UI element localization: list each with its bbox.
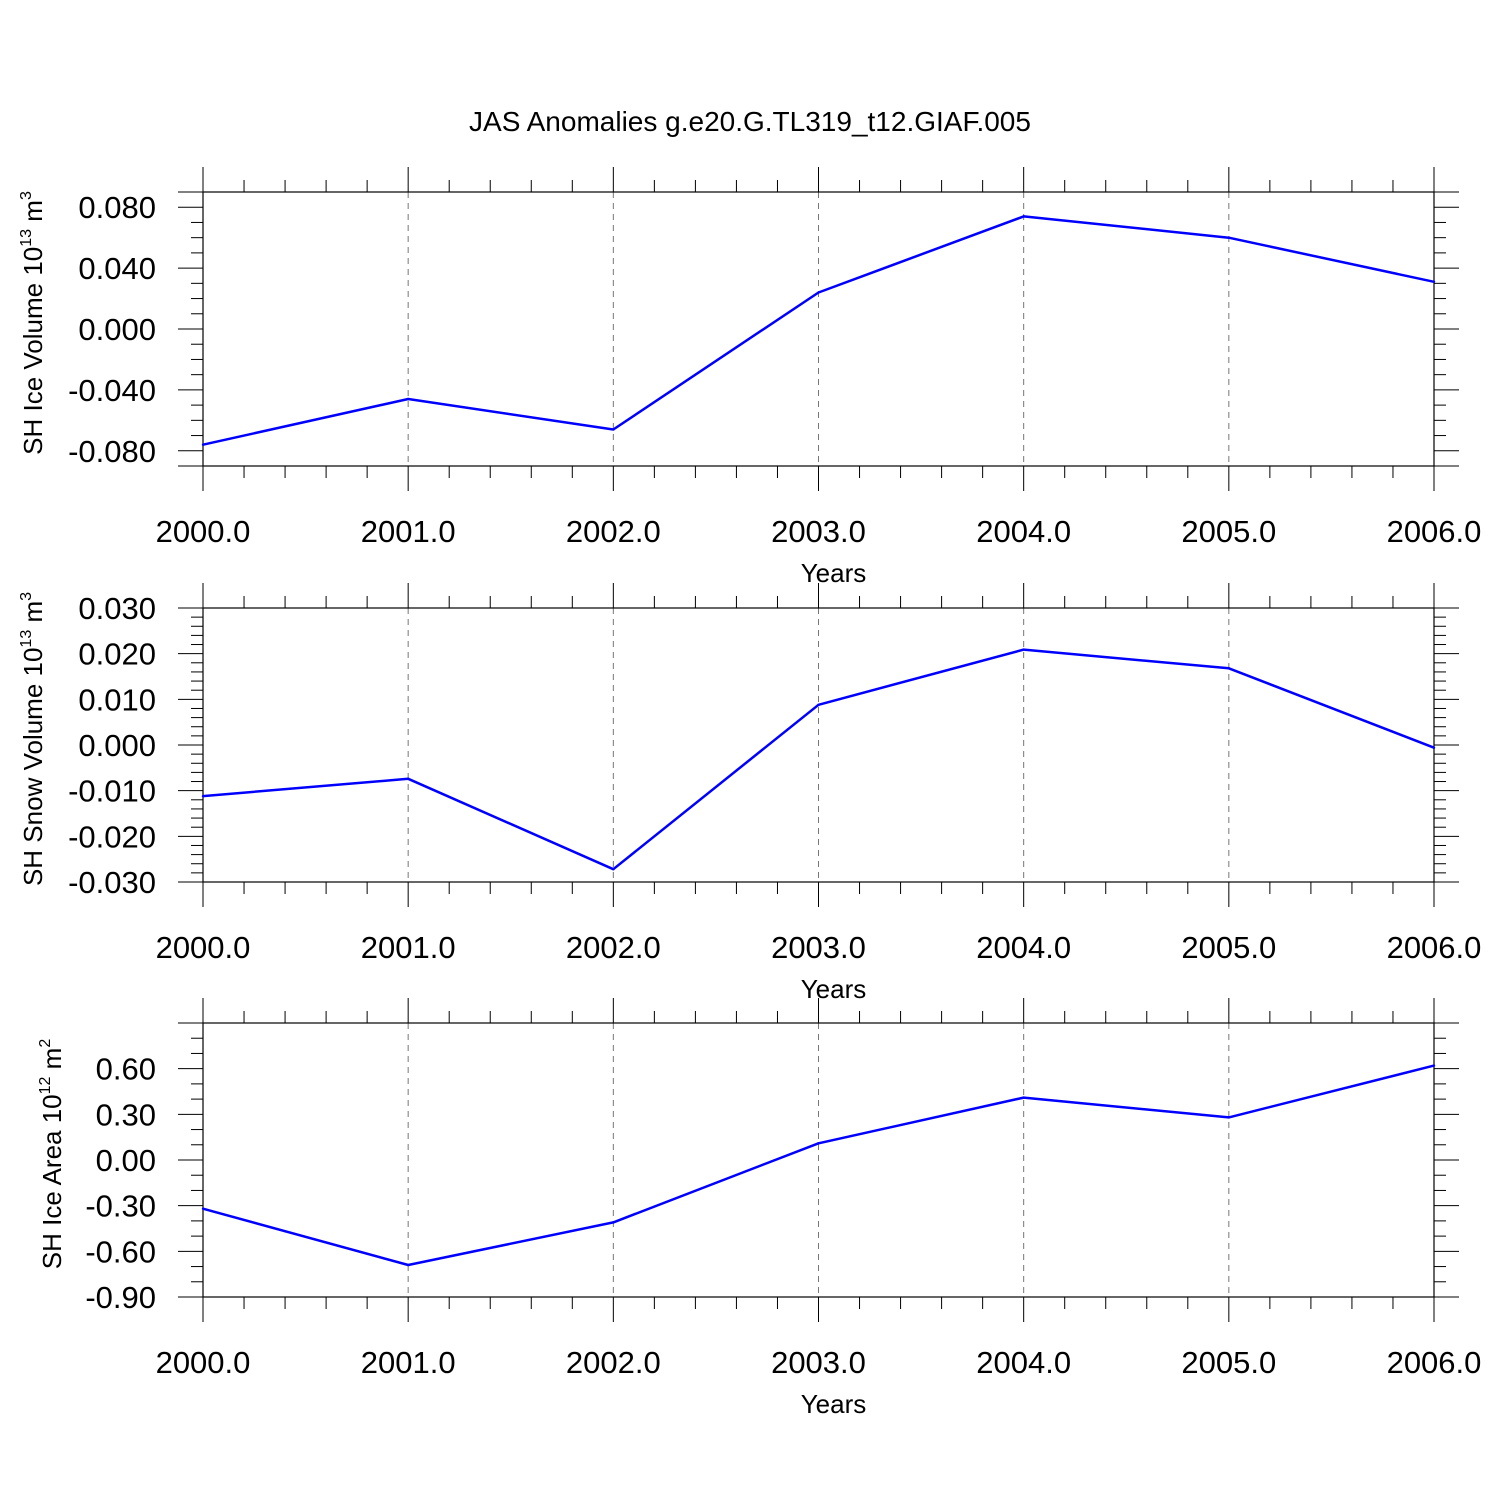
x-tick-label: 2003.0 (771, 1345, 866, 1380)
series-line (202, 648, 1435, 871)
y-tick-label: 0.30 (96, 1097, 156, 1132)
y-tick-label: -0.30 (85, 1189, 156, 1224)
x-tick-label: 2006.0 (1387, 1345, 1482, 1380)
data-point (201, 794, 205, 798)
x-tick-label: 2002.0 (566, 514, 661, 549)
y-tick-label: 0.60 (96, 1052, 156, 1087)
data-point (201, 443, 205, 446)
chart-title: JAS Anomalies g.e20.G.TL319_t12.GIAF.005 (469, 106, 1031, 137)
y-tick-label: -0.040 (68, 373, 156, 408)
y-tick-label: 0.040 (78, 251, 156, 286)
x-tick-label: 2000.0 (156, 514, 251, 549)
y-tick-label: -0.020 (68, 819, 156, 854)
data-point (1432, 1064, 1436, 1067)
y-tick-label: 0.080 (78, 190, 156, 225)
y-tick-label: -0.010 (68, 774, 156, 809)
y-tick-label: -0.080 (68, 434, 156, 469)
y-tick-label: -0.030 (68, 865, 156, 900)
x-tick-label: 2004.0 (976, 930, 1071, 965)
data-point (406, 1263, 410, 1267)
x-tick-label: 2003.0 (771, 930, 866, 965)
x-tick-label: 2001.0 (361, 514, 456, 549)
panels: 0.080 0.040 0.000 -0.040 -0.080 2000.0 2001.0 2… (18, 167, 1481, 1419)
data-point (1227, 1116, 1231, 1119)
data-point (1022, 648, 1025, 651)
panel-1: 0.080 0.040 0.000 -0.040 -0.080 2000.0 2001.0 2… (18, 167, 1481, 588)
x-axis-title: Years (801, 558, 867, 588)
data-point (201, 1207, 205, 1210)
x-tick-label: 2005.0 (1181, 930, 1276, 965)
y-axis-title: SH Snow Volume 1013 m3 (18, 592, 48, 886)
data-point (817, 291, 820, 294)
y-axis-title: SH Ice Volume 1013 m3 (18, 191, 48, 455)
x-tick-label: 2002.0 (566, 1345, 661, 1380)
y-tick-label: -0.60 (85, 1234, 156, 1269)
data-point (1432, 280, 1436, 284)
x-axis-title: Years (801, 974, 867, 1004)
data-point (1022, 1096, 1025, 1099)
x-tick-label: 2000.0 (156, 930, 251, 965)
data-point (612, 428, 615, 431)
data-point (1022, 215, 1025, 218)
x-tick-label: 2004.0 (976, 514, 1071, 549)
data-point (612, 1221, 615, 1224)
x-tick-label: 2005.0 (1181, 514, 1276, 549)
data-point (1432, 746, 1436, 749)
data-point (1227, 667, 1231, 670)
y-tick-label: 0.030 (78, 591, 156, 626)
data-point (1227, 236, 1231, 239)
y-tick-label: -0.90 (85, 1280, 156, 1315)
data-point (612, 868, 615, 871)
x-tick-label: 2002.0 (566, 930, 661, 965)
y-tick-label: 0.000 (78, 312, 156, 347)
x-tick-label: 2000.0 (156, 1345, 251, 1380)
x-tick-label: 2006.0 (1387, 514, 1482, 549)
x-tick-label: 2003.0 (771, 514, 866, 549)
x-axis-title: Years (801, 1389, 867, 1419)
data-point (817, 703, 820, 707)
y-tick-label: 0.010 (78, 682, 156, 717)
data-point (406, 397, 410, 401)
data-point (406, 777, 410, 780)
x-tick-label: 2001.0 (361, 1345, 456, 1380)
panel-2: 0.0300.0200.0100.000-0.010-0.020-0.03020… (18, 583, 1481, 1004)
y-tick-label: 0.00 (96, 1143, 156, 1178)
x-tick-label: 2001.0 (361, 930, 456, 965)
x-tick-label: 2005.0 (1181, 1345, 1276, 1380)
y-axis-title: SH Ice Area 1012 m2 (37, 1039, 67, 1270)
x-tick-label: 2006.0 (1387, 930, 1482, 965)
x-tick-label: 2004.0 (976, 1345, 1071, 1380)
data-point (817, 1142, 820, 1145)
y-tick-label: 0.000 (78, 728, 156, 763)
y-tick-label: 0.020 (78, 637, 156, 672)
